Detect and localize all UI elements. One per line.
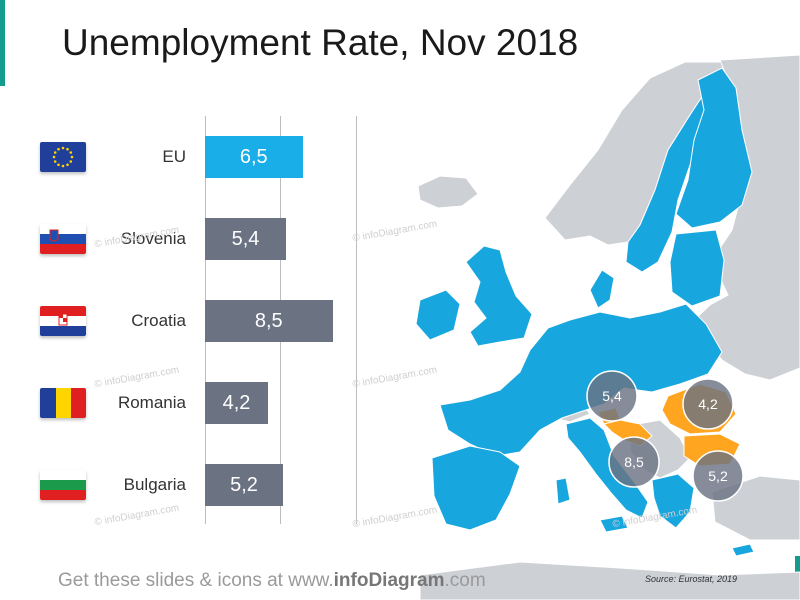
map-bubbles: 5,4 4,2 8,5 5,2: [586, 370, 744, 502]
map-bubble-label: 8,5: [624, 454, 644, 470]
map-bubble-label: 5,2: [708, 468, 728, 484]
map-bubble-circle: [682, 378, 734, 430]
map-bubble-bulgaria: 5,2: [692, 450, 744, 502]
map-bubble-romania: 4,2: [682, 378, 734, 430]
footer-suffix: .com: [444, 570, 486, 591]
map-bubble-label: 5,4: [602, 388, 622, 404]
eu-land: [415, 67, 755, 557]
map-bubble-circle: [608, 436, 660, 488]
map-bubble-label: 4,2: [698, 396, 718, 412]
map-bubble-circle: [586, 370, 638, 422]
accent-bar-left: [0, 0, 5, 86]
page-title: Unemployment Rate, Nov 2018: [62, 22, 579, 63]
map-bubble-croatia: 8,5: [608, 436, 660, 488]
map-bubble-circle: [692, 450, 744, 502]
footer-brand: infoDiagram: [333, 570, 445, 591]
footer-prefix: Get these slides & icons at www.: [58, 570, 334, 591]
map-bubble-slovenia: 5,4: [586, 370, 638, 422]
footer-text: Get these slides & icons at www.infoDiag…: [58, 570, 486, 592]
source-note: Source: Eurostat, 2019: [645, 574, 738, 584]
